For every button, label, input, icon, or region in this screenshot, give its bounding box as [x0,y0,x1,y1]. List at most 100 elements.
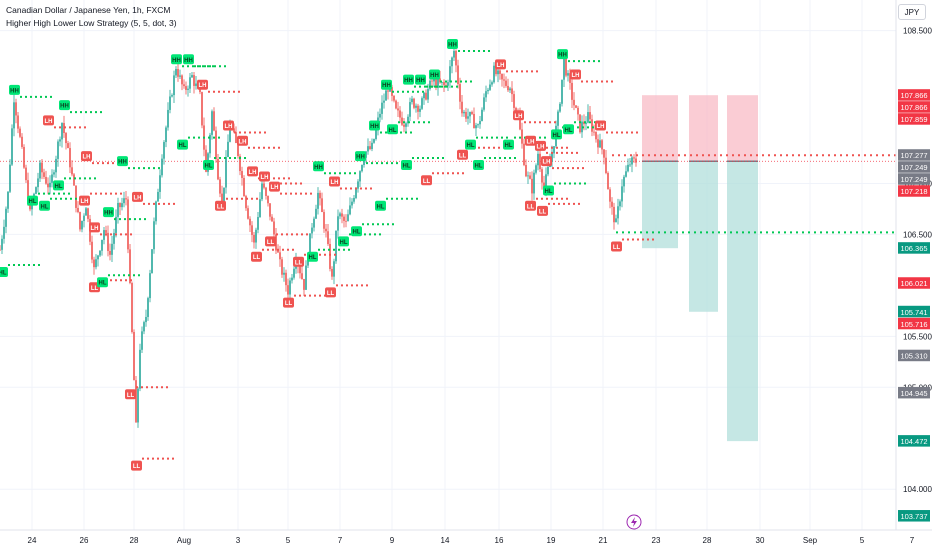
candle-body [461,101,463,114]
swing-label-box [247,166,258,177]
swing-label-box [9,84,20,95]
swing-label-box [537,205,548,216]
candle-body [179,75,181,77]
candle-body [185,86,187,90]
swing-label-box [595,120,606,131]
swing-label-box [223,120,234,131]
candle-body [425,92,427,100]
swing-label-ll: LL [133,464,141,470]
candle-body [217,158,219,180]
candle-body [281,259,283,275]
swing-label-lh: LH [597,124,605,130]
candle-body [361,164,363,172]
candle-body [157,191,159,202]
candle-body [233,128,235,133]
candle-body [13,102,15,129]
candle-body [239,155,241,172]
candle-body [11,128,13,165]
swing-label-ll: LL [539,209,547,215]
stop-loss-zone [642,95,678,162]
candle-body [387,90,389,92]
symbol-title[interactable]: Canadian Dollar / Japanese Yen, 1h, FXCM [6,5,171,15]
candle-body [19,128,21,137]
swing-label-hh: HH [60,104,69,110]
candle-body [629,164,631,166]
candle-body [509,88,511,91]
swing-label-box [551,129,562,140]
candle-body [623,176,625,187]
candle-body [15,102,17,116]
candle-body [31,203,33,210]
candle-body [107,232,109,251]
candle-body [29,203,31,210]
take-profit-zone [727,161,758,442]
swing-label-hh: HH [430,73,439,79]
candle-body [333,261,335,277]
candle-body [161,158,163,176]
candle-body [485,91,487,98]
indicator-label[interactable]: Higher High Lower Low Strategy (5, 5, do… [6,18,177,28]
candle-body [375,128,377,140]
candle-body [183,84,185,87]
candle-body [241,171,243,178]
price-tag-label: 103.737 [900,512,927,521]
swing-label-hl: HL [545,189,553,195]
candle-body [329,243,331,269]
price-axis-bg [896,0,932,550]
swing-label-lh: LH [261,175,269,181]
candle-body [395,100,397,109]
swing-label-box [283,297,294,308]
y-tick-label: 106.500 [903,230,932,239]
candle-body [357,181,359,189]
candle-body [427,89,429,100]
price-tag-label: 105.741 [900,308,927,317]
candle-body [55,158,57,173]
candle-body [229,124,231,142]
swing-label-box [203,159,214,170]
swing-label-lh: LH [331,180,339,186]
candle-body [165,127,167,143]
candle-body [431,80,433,82]
price-tag [898,89,930,101]
candle-body [541,169,543,183]
candle-body [627,164,629,172]
lightning-icon[interactable] [626,514,642,530]
price-tag-label: 107.218 [900,187,927,196]
candle-body [535,165,537,173]
candle-body [495,65,497,75]
currency-badge[interactable]: JPY [898,4,926,20]
candle-body [419,108,421,112]
x-tick-label: 16 [495,536,504,545]
candle-body [283,272,285,275]
price-tag-label: 107.249 [900,175,927,184]
candle-body [265,187,267,196]
candle-body [307,260,309,266]
swing-label-ll: LL [217,204,225,210]
candle-body [169,96,171,110]
swing-label-box [197,79,208,90]
swing-label-box [0,267,8,277]
candle-body [635,158,637,163]
chart-legend: Canadian Dollar / Japanese Yen, 1h, FXCM… [6,4,177,30]
candle-body [97,255,99,260]
candle-body [327,231,329,244]
candle-body [497,70,499,75]
candle-body [383,100,385,103]
swing-label-hl: HL [467,143,475,149]
candle-body [557,111,559,126]
swing-label-hl: HL [389,128,397,134]
swing-label-lh: LH [83,155,91,161]
swing-label-lh: LH [249,170,257,176]
candle-body [571,82,573,100]
candle-body [445,84,447,86]
candle-body [9,164,11,192]
swing-label-box [415,74,426,85]
candle-body [561,79,563,104]
candle-body [439,78,441,83]
candle-body [289,280,291,295]
candle-body [337,216,339,231]
x-tick-label: 14 [441,536,450,545]
